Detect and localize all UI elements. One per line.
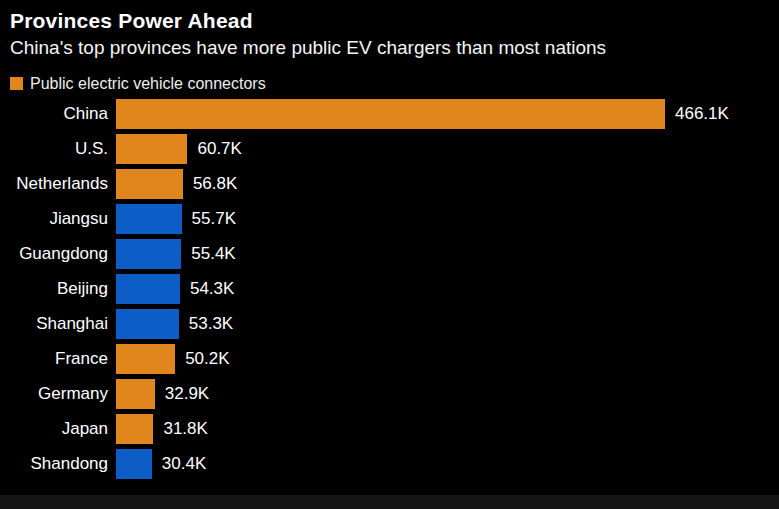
value-bar [116, 344, 175, 374]
value-label: 55.4K [191, 244, 235, 264]
value-label: 54.3K [190, 279, 234, 299]
category-label: Shanghai [0, 314, 116, 334]
chart-row: Japan 31.8K [0, 414, 779, 444]
value-label: 55.7K [192, 209, 236, 229]
chart-row: Jiangsu 55.7K [0, 204, 779, 234]
chart-header: Provinces Power Ahead China's top provin… [0, 0, 779, 61]
category-label: Shandong [0, 454, 116, 474]
category-label: Japan [0, 419, 116, 439]
legend-swatch-icon [10, 77, 23, 90]
chart-row: Shandong 30.4K [0, 449, 779, 479]
category-label: China [0, 104, 116, 124]
value-label: 53.3K [189, 314, 233, 334]
chart-row: China 466.1K [0, 99, 779, 129]
value-bar [116, 274, 180, 304]
category-label: Guangdong [0, 244, 116, 264]
chart-row: Netherlands 56.8K [0, 169, 779, 199]
value-bar [116, 449, 152, 479]
category-label: Jiangsu [0, 209, 116, 229]
category-label: France [0, 349, 116, 369]
footer-strip [0, 495, 779, 509]
value-bar [116, 204, 182, 234]
chart-title: Provinces Power Ahead [10, 8, 769, 33]
chart-subtitle: China's top provinces have more public E… [10, 35, 769, 61]
category-label: Beijing [0, 279, 116, 299]
value-bar [116, 239, 181, 269]
chart-row: France 50.2K [0, 344, 779, 374]
chart-row: U.S. 60.7K [0, 134, 779, 164]
value-bar [116, 414, 153, 444]
value-bar [116, 134, 187, 164]
chart-row: Germany 32.9K [0, 379, 779, 409]
legend-label: Public electric vehicle connectors [30, 75, 266, 93]
chart-row: Guangdong 55.4K [0, 239, 779, 269]
value-bar [116, 169, 183, 199]
value-label: 60.7K [197, 139, 241, 159]
value-label: 466.1K [675, 104, 729, 124]
chart-page: { "header": { "title": "Provinces Power … [0, 0, 779, 509]
legend: Public electric vehicle connectors [10, 75, 779, 93]
value-bar [116, 99, 665, 129]
value-label: 32.9K [165, 384, 209, 404]
category-label: Netherlands [0, 174, 116, 194]
value-bar [116, 379, 155, 409]
chart-row: Shanghai 53.3K [0, 309, 779, 339]
bar-chart: China 466.1K U.S. 60.7K Netherlands 56.8… [0, 99, 779, 479]
value-bar [116, 309, 179, 339]
value-label: 30.4K [162, 454, 206, 474]
category-label: U.S. [0, 139, 116, 159]
category-label: Germany [0, 384, 116, 404]
chart-row: Beijing 54.3K [0, 274, 779, 304]
value-label: 56.8K [193, 174, 237, 194]
value-label: 50.2K [185, 349, 229, 369]
value-label: 31.8K [163, 419, 207, 439]
